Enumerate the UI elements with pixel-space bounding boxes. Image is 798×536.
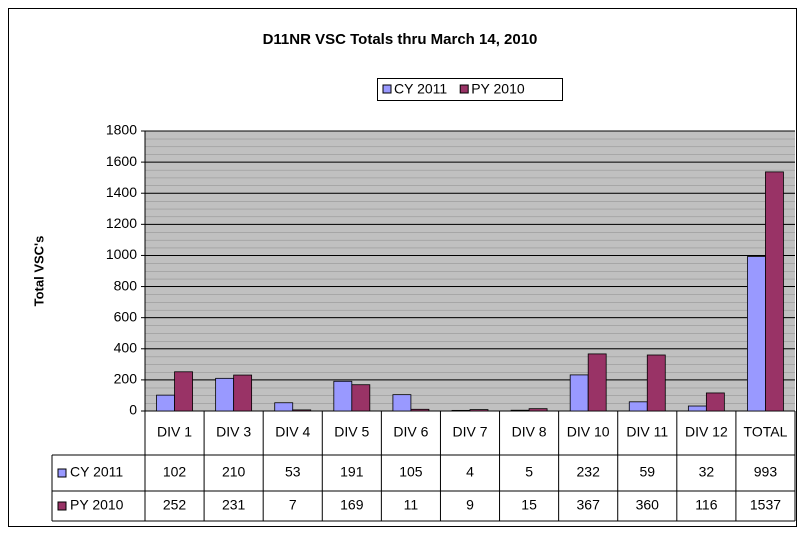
x-tick-label: DIV 12 <box>685 424 728 440</box>
x-tick-label: DIV 5 <box>334 424 369 440</box>
table-value: 210 <box>222 464 246 480</box>
y-tick-label: 200 <box>114 371 138 387</box>
bar <box>215 377 235 412</box>
legend-swatch <box>459 84 469 94</box>
y-tick-label: 1400 <box>106 184 137 200</box>
table-value: 360 <box>636 497 660 513</box>
table-value: 169 <box>340 497 364 513</box>
y-tick-label: 0 <box>129 402 137 418</box>
y-tick-label: 1200 <box>106 215 137 231</box>
table-value: 7 <box>289 497 297 513</box>
bar <box>233 374 253 412</box>
table-value: 116 <box>695 497 718 513</box>
y-tick-label: 1000 <box>106 246 137 262</box>
x-tick-label: DIV 8 <box>512 424 547 440</box>
table-row-label: PY 2010 <box>70 497 124 513</box>
table-value: 11 <box>404 497 419 513</box>
bar <box>628 401 648 412</box>
y-tick-label: 600 <box>114 308 138 324</box>
x-tick-label: DIV 10 <box>567 424 610 440</box>
bar <box>156 394 175 412</box>
table-value: 993 <box>754 464 778 480</box>
y-tick-label: 1600 <box>106 153 137 169</box>
y-tick-label: 400 <box>114 339 138 355</box>
legend <box>377 78 563 101</box>
x-tick-label: TOTAL <box>744 424 788 440</box>
x-tick-label: DIV 7 <box>452 424 487 440</box>
bar <box>587 353 607 412</box>
table-value: 5 <box>525 464 533 480</box>
bar <box>747 256 766 412</box>
table-value: 231 <box>222 497 246 513</box>
bar <box>569 374 589 412</box>
bar <box>646 354 666 412</box>
legend-label: PY 2010 <box>471 81 525 97</box>
table-value: 252 <box>163 497 187 513</box>
table-value: 232 <box>577 464 601 480</box>
legend-label: CY 2011 <box>394 81 447 97</box>
table-value: 367 <box>577 497 601 513</box>
x-tick-label: DIV 3 <box>216 424 251 440</box>
bar <box>292 409 312 412</box>
bar <box>705 392 725 412</box>
table-value: 105 <box>399 464 423 480</box>
bar <box>451 409 471 412</box>
y-tick-label: 800 <box>114 277 138 293</box>
x-tick-label: DIV 11 <box>626 424 668 440</box>
bar <box>510 409 530 412</box>
bar <box>351 384 371 412</box>
x-tick-label: DIV 1 <box>157 424 192 440</box>
chart-title: D11NR VSC Totals thru March 14, 2010 <box>263 31 538 48</box>
y-tick-label: 1800 <box>106 122 137 138</box>
x-tick-label: DIV 6 <box>393 424 428 440</box>
bar <box>410 408 430 412</box>
bar <box>333 380 353 412</box>
plot-area <box>145 131 795 411</box>
legend-swatch <box>382 84 392 94</box>
table-value: 1537 <box>750 497 781 513</box>
bar <box>392 394 412 412</box>
table-legend-swatch <box>57 468 67 478</box>
table-row-label: CY 2011 <box>70 464 123 480</box>
x-tick-label: DIV 4 <box>275 424 310 440</box>
bar <box>274 402 294 412</box>
table-legend-swatch <box>57 501 67 511</box>
table-value: 59 <box>639 464 655 480</box>
table-value: 4 <box>466 464 474 480</box>
bar <box>528 408 548 412</box>
bar <box>765 171 784 412</box>
table-value: 102 <box>163 464 187 480</box>
table-value: 9 <box>466 497 474 513</box>
table-value: 15 <box>521 497 537 513</box>
table-value: 53 <box>285 464 301 480</box>
table-value: 32 <box>699 464 715 480</box>
bar <box>687 405 707 412</box>
table-value: 191 <box>340 464 364 480</box>
bar <box>174 371 193 412</box>
bar <box>469 409 489 412</box>
y-axis-label: Total VSC's <box>31 236 46 307</box>
